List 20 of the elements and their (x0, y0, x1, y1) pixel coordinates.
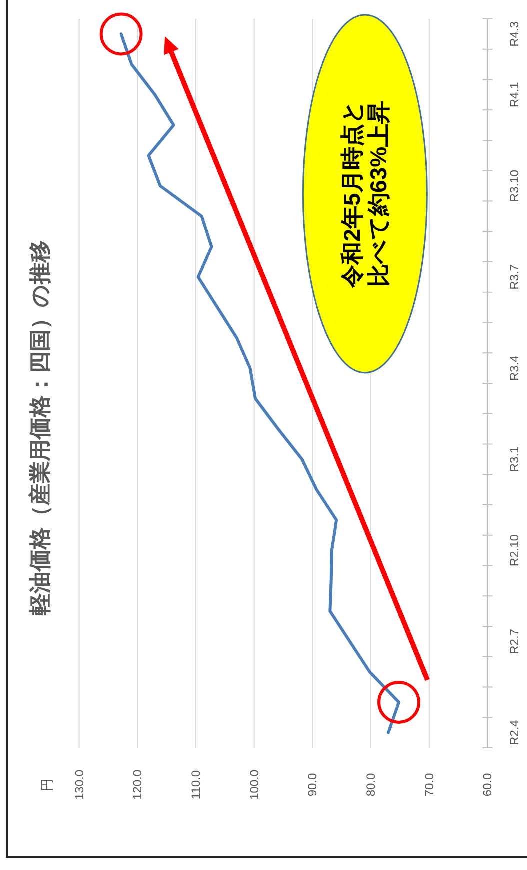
x-tick-label: 70.0 (422, 773, 436, 797)
x-tick-label: 120.0 (130, 770, 145, 800)
x-tick-label: 80.0 (364, 773, 378, 797)
y-tick-label: R3.10 (508, 170, 522, 202)
y-tick-label: R4.1 (508, 82, 522, 108)
y-tick-label: R2.7 (508, 628, 522, 654)
y-axis-title: 円 (40, 778, 54, 792)
x-tick-label: 100.0 (247, 770, 262, 800)
x-tick-label: 130.0 (72, 770, 86, 800)
y-tick-label: R3.1 (508, 446, 522, 472)
y-tick-label: R4.3 (508, 21, 522, 47)
annotation: 令和2年5月時点と比べて約63%上昇 (338, 100, 392, 289)
x-tick-label: 90.0 (306, 773, 320, 797)
x-tick-label: 110.0 (188, 770, 203, 800)
y-tick-label: R3.4 (508, 355, 522, 381)
x-tick-label: 60.0 (480, 773, 495, 797)
text: 軽油価格（産業用価格：四国）の推移 (28, 240, 52, 616)
y-tick-label: R2.10 (508, 534, 522, 567)
y-tick-label: R2.4 (508, 720, 522, 746)
y-tick-label: R3.7 (508, 264, 522, 290)
